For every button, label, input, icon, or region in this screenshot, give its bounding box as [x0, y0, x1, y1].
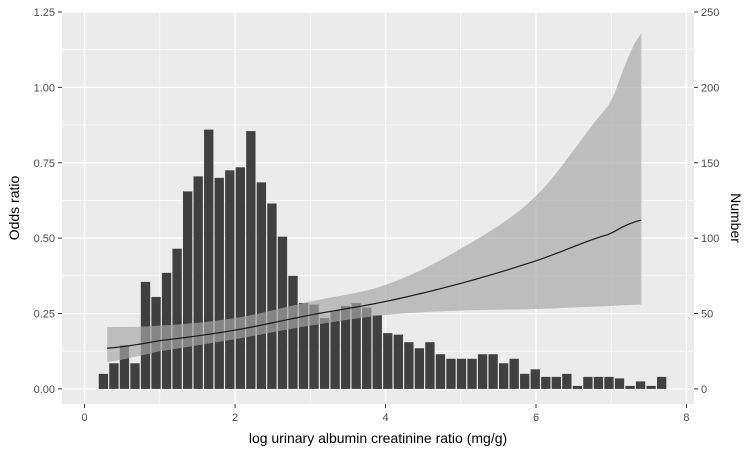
histogram-bar — [204, 129, 214, 389]
histogram-bar — [551, 376, 561, 389]
x-axis-title: log urinary albumin creatinine ratio (mg… — [249, 430, 507, 446]
left-y-tick-label: 0.50 — [34, 233, 55, 245]
histogram-bar — [414, 348, 425, 389]
x-tick-label: 2 — [232, 412, 238, 424]
histogram-bar — [267, 203, 277, 389]
confidence-ribbon — [107, 33, 642, 362]
right-y-tick-label: 150 — [701, 158, 719, 170]
histogram-bar — [309, 304, 319, 389]
histogram-bar — [446, 358, 456, 389]
axis-tick-labels: 0 2 4 6 8 0.00 0.25 0.50 0.75 1.00 1.25 0 50 100 150 20… — [34, 7, 720, 424]
histogram-bar — [393, 334, 403, 389]
histogram-bar — [351, 302, 361, 389]
histogram-bar — [225, 170, 235, 389]
histogram-bar — [319, 318, 330, 389]
histogram-bar — [172, 248, 182, 389]
histogram-bar — [541, 376, 551, 389]
histogram-bar — [435, 354, 446, 389]
histogram-bar — [456, 358, 467, 389]
histogram-bar — [583, 376, 593, 389]
histogram-bar — [656, 376, 667, 389]
histogram-bar — [193, 176, 203, 389]
left-y-tick-label: 0.00 — [34, 384, 55, 396]
histogram-bar — [530, 369, 540, 389]
left-y-tick-label: 1.00 — [34, 82, 55, 94]
left-y-tick-label: 0.25 — [34, 309, 55, 321]
odds-ratio-line — [107, 219, 642, 349]
histogram-bar — [372, 315, 382, 389]
x-tick-label: 4 — [382, 412, 388, 424]
axis-ticks — [58, 11, 698, 408]
x-tick-label: 8 — [683, 412, 689, 424]
histogram-bar — [646, 385, 656, 389]
histogram-bar — [604, 376, 614, 389]
histogram-bar — [130, 363, 140, 389]
histogram-bar — [635, 381, 646, 389]
histogram-bar — [572, 385, 583, 389]
x-tick-label: 6 — [533, 412, 539, 424]
right-y-axis-title: Number — [728, 193, 744, 243]
histogram-bar — [214, 177, 224, 389]
histogram-bar — [340, 306, 351, 389]
histogram-bar — [562, 373, 572, 389]
histogram-bar — [488, 354, 498, 389]
histogram-bar — [235, 167, 245, 389]
histogram-bar — [425, 342, 435, 389]
histogram-bar — [119, 345, 130, 389]
x-tick-label: 0 — [82, 412, 88, 424]
histogram-bar — [256, 182, 267, 389]
left-y-tick-label: 1.25 — [34, 7, 55, 19]
histogram-bar — [109, 363, 119, 389]
histogram-bar — [467, 358, 477, 389]
right-y-tick-label: 200 — [701, 82, 719, 94]
histogram-bar — [330, 310, 340, 389]
histogram-bar — [625, 385, 635, 389]
histogram-bar — [509, 358, 519, 389]
right-y-tick-label: 0 — [701, 384, 707, 396]
histogram-bar — [298, 302, 309, 389]
histogram-bar — [182, 191, 193, 389]
histogram-bar — [593, 376, 604, 389]
left-y-axis-title: Odds ratio — [6, 175, 22, 240]
left-y-tick-label: 0.75 — [34, 158, 55, 170]
histogram-bar — [614, 378, 625, 389]
right-y-tick-label: 250 — [701, 7, 719, 19]
histogram-bar — [477, 354, 488, 389]
histogram-bar — [98, 373, 109, 389]
confidence-band — [107, 33, 642, 362]
right-y-tick-label: 100 — [701, 233, 719, 245]
histogram-bar — [404, 342, 414, 389]
odds-ratio-curve — [107, 219, 642, 349]
histogram-bar — [383, 333, 393, 389]
histogram-bar — [498, 363, 509, 389]
histogram-bar — [288, 275, 298, 389]
histogram-bar — [520, 373, 530, 389]
histogram-bar — [362, 307, 372, 389]
histogram-bar — [246, 131, 256, 389]
right-y-tick-label: 50 — [701, 309, 713, 321]
